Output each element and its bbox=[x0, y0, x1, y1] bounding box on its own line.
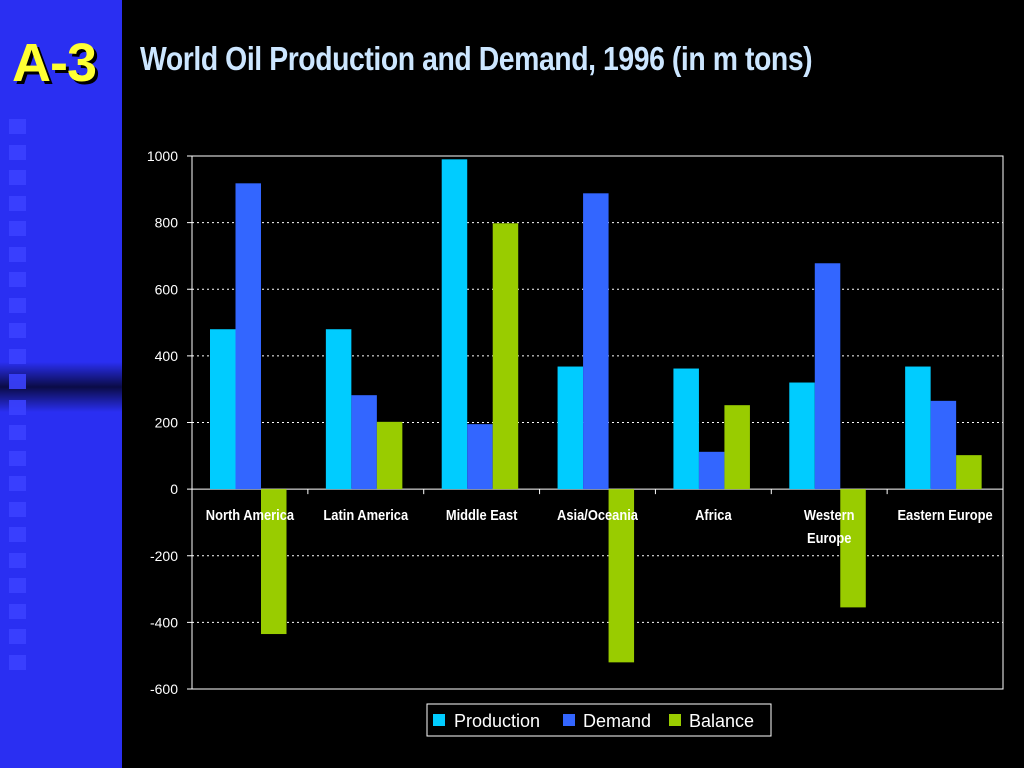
slide-title: World Oil Production and Demand, 1996 (i… bbox=[140, 40, 813, 77]
category-label: Western Europe bbox=[804, 506, 855, 546]
category-label: Eastern Europe bbox=[897, 506, 992, 523]
category-label: Africa bbox=[695, 506, 732, 523]
bar-balance bbox=[724, 405, 750, 490]
sidebar-square bbox=[9, 119, 26, 134]
bar-demand bbox=[235, 183, 261, 490]
sidebar-square bbox=[9, 629, 26, 644]
y-tick-label: 600 bbox=[155, 281, 179, 297]
y-tick-label: 800 bbox=[155, 215, 179, 231]
legend bbox=[426, 703, 772, 737]
bar-production bbox=[325, 329, 352, 490]
sidebar-square bbox=[9, 144, 26, 160]
y-tick-label: -600 bbox=[150, 681, 178, 697]
y-tick-label: 400 bbox=[155, 348, 179, 364]
sidebar-square bbox=[9, 297, 26, 313]
sidebar-square bbox=[9, 552, 26, 568]
sidebar-square bbox=[9, 246, 26, 262]
bar-balance bbox=[840, 489, 866, 608]
category-label: North America bbox=[206, 506, 294, 523]
legend-swatch bbox=[433, 714, 445, 726]
bar-production bbox=[673, 368, 699, 490]
category-label: Middle East bbox=[446, 506, 518, 523]
y-tick-label: -400 bbox=[150, 614, 178, 630]
bar-production bbox=[557, 366, 584, 490]
bar-production bbox=[210, 329, 236, 490]
sidebar bbox=[0, 0, 122, 768]
bar-balance bbox=[608, 489, 635, 663]
sidebar-square bbox=[9, 450, 26, 466]
sidebar-square bbox=[9, 399, 26, 415]
y-tick-label: 200 bbox=[155, 415, 179, 431]
sidebar-square bbox=[9, 603, 26, 619]
sidebar-square bbox=[9, 527, 26, 542]
bar-balance bbox=[492, 223, 519, 490]
sidebar-square bbox=[9, 170, 26, 185]
sidebar-square bbox=[9, 578, 26, 593]
bar-demand bbox=[583, 193, 609, 490]
sidebar-square bbox=[9, 476, 26, 491]
sidebar-square bbox=[9, 348, 26, 364]
sidebar-square bbox=[9, 374, 26, 389]
sidebar-square bbox=[9, 272, 26, 287]
bar-production bbox=[789, 382, 815, 490]
bar-production bbox=[905, 366, 931, 490]
sidebar-square bbox=[9, 323, 26, 338]
legend-label: Balance bbox=[689, 711, 754, 731]
sidebar-square bbox=[9, 425, 26, 440]
sidebar-square bbox=[9, 195, 26, 211]
sidebar-squares bbox=[9, 119, 26, 680]
bar-balance bbox=[261, 489, 287, 635]
sidebar-square bbox=[9, 501, 26, 517]
y-tick-label: 1000 bbox=[147, 148, 178, 164]
bar-demand bbox=[814, 263, 841, 490]
legend-label: Demand bbox=[583, 711, 651, 731]
bar-demand bbox=[351, 395, 377, 490]
bar-production bbox=[441, 159, 468, 490]
legend-swatch bbox=[563, 714, 575, 726]
bar-demand bbox=[467, 424, 493, 490]
legend-label: Production bbox=[454, 711, 540, 731]
sidebar-square bbox=[9, 221, 26, 236]
bar-balance bbox=[956, 455, 982, 490]
category-label: Asia/Oceania bbox=[557, 506, 638, 523]
y-tick-label: 0 bbox=[170, 481, 178, 497]
slide-badge: A-3 bbox=[12, 33, 97, 93]
bar-demand bbox=[930, 400, 957, 490]
category-label: Latin America bbox=[323, 506, 408, 523]
bar-demand bbox=[698, 451, 725, 490]
sidebar-square bbox=[9, 654, 26, 670]
legend-swatch bbox=[669, 714, 681, 726]
bar-balance bbox=[376, 421, 403, 490]
bar-chart: 1000 800 600 400 200 0 -200 -400 -600 North Ameri… bbox=[147, 148, 1004, 737]
y-tick-label: -200 bbox=[150, 548, 178, 564]
